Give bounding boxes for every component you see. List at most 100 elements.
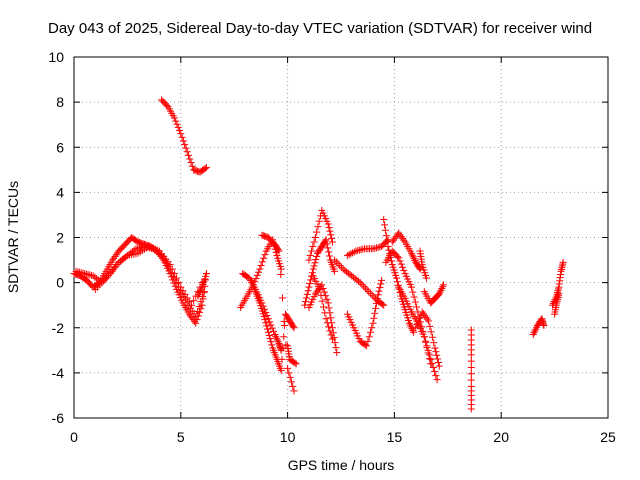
data-point: [369, 319, 377, 327]
data-point: [305, 283, 313, 291]
data-point-trace: [173, 274, 181, 282]
data-point-trace: [253, 271, 261, 279]
data-point: [309, 265, 317, 273]
data-point: [292, 360, 300, 368]
series-arc23: [420, 281, 448, 307]
data-point-trace: [195, 303, 203, 311]
data-point: [555, 290, 563, 298]
data-point: [380, 215, 388, 223]
data-point-trace: [368, 291, 376, 299]
data-point-trace: [258, 258, 266, 266]
data-point-trace: [320, 288, 328, 296]
data-point-trace: [397, 233, 405, 241]
data-point-trace: [439, 283, 447, 291]
data-point-trace: [181, 290, 189, 298]
data-point-trace: [197, 285, 205, 293]
data-point-trace: [358, 280, 366, 288]
data-point-trace: [408, 251, 416, 259]
y-tick-label: -6: [52, 410, 65, 426]
data-point: [331, 267, 339, 275]
series-arc8: [247, 276, 298, 375]
data-point-trace: [302, 294, 310, 302]
data-point-trace: [170, 270, 178, 278]
data-point-trace: [306, 252, 314, 260]
data-point-trace: [381, 221, 389, 229]
data-point: [356, 279, 364, 287]
data-point-trace: [347, 250, 355, 258]
data-point: [388, 238, 396, 246]
data-points: [70, 96, 567, 413]
data-point: [290, 387, 298, 395]
data-point-trace: [277, 271, 285, 279]
data-point-trace: [266, 335, 274, 343]
data-point: [540, 321, 548, 329]
data-point: [290, 324, 298, 332]
data-point-trace: [184, 151, 192, 159]
data-point-trace: [193, 316, 201, 324]
data-point: [318, 281, 326, 289]
data-point-trace: [111, 252, 119, 260]
y-tick-label: 4: [56, 184, 64, 200]
data-point-trace: [467, 357, 475, 365]
data-point: [305, 256, 313, 264]
data-point-trace: [270, 327, 278, 335]
plot-frame: [73, 56, 609, 419]
data-point-trace: [414, 317, 422, 325]
data-point-trace: [183, 294, 191, 302]
data-point-trace: [265, 331, 273, 339]
data-point-trace: [266, 318, 274, 326]
data-point-trace: [324, 244, 332, 252]
data-point-trace: [327, 331, 335, 339]
data-point-trace: [416, 314, 424, 322]
data-point-trace: [426, 322, 434, 330]
data-point: [422, 274, 430, 282]
x-tick-label: 20: [493, 429, 509, 445]
data-point: [177, 130, 185, 138]
data-point: [378, 276, 386, 284]
data-point: [271, 331, 279, 339]
y-tick-label: 6: [56, 139, 64, 155]
data-point-trace: [272, 334, 280, 342]
data-point-trace: [263, 312, 271, 320]
data-point-trace: [262, 319, 270, 327]
series-arc20: [388, 229, 424, 273]
data-point-trace: [182, 144, 190, 152]
series-arc22: [412, 308, 443, 370]
data-point-trace: [285, 369, 293, 377]
data-point-trace: [190, 297, 198, 305]
data-point-trace: [422, 313, 430, 321]
data-point-trace: [364, 337, 372, 345]
data-point: [322, 315, 330, 323]
series-arc4: [158, 96, 210, 176]
data-point: [407, 249, 415, 257]
data-point-trace: [428, 333, 436, 341]
data-point-trace: [181, 141, 189, 149]
data-point-trace: [268, 324, 276, 332]
data-point-trace: [355, 277, 363, 285]
data-point-trace: [267, 338, 275, 346]
data-point-trace: [370, 314, 378, 322]
data-point-trace: [289, 382, 297, 390]
data-point-trace: [323, 319, 331, 327]
data-point-trace: [274, 338, 282, 346]
data-point: [187, 301, 195, 309]
data-point-trace: [399, 263, 407, 271]
x-axis-label: GPS time / hours: [288, 457, 395, 473]
data-point-trace: [349, 249, 357, 257]
data-point-trace: [188, 314, 196, 322]
data-point-trace: [406, 321, 414, 329]
data-point: [427, 355, 435, 363]
data-point: [275, 247, 283, 255]
data-point-trace: [438, 284, 446, 292]
data-point: [363, 342, 371, 350]
data-point-trace: [410, 293, 418, 301]
series-arc5: [194, 270, 210, 300]
data-point-trace: [375, 287, 383, 295]
data-point-trace: [310, 238, 318, 246]
data-point-trace: [532, 325, 540, 333]
data-point: [418, 308, 426, 316]
data-point-trace: [319, 284, 327, 292]
data-point: [170, 114, 178, 122]
data-point: [393, 274, 401, 282]
data-point: [410, 328, 418, 336]
